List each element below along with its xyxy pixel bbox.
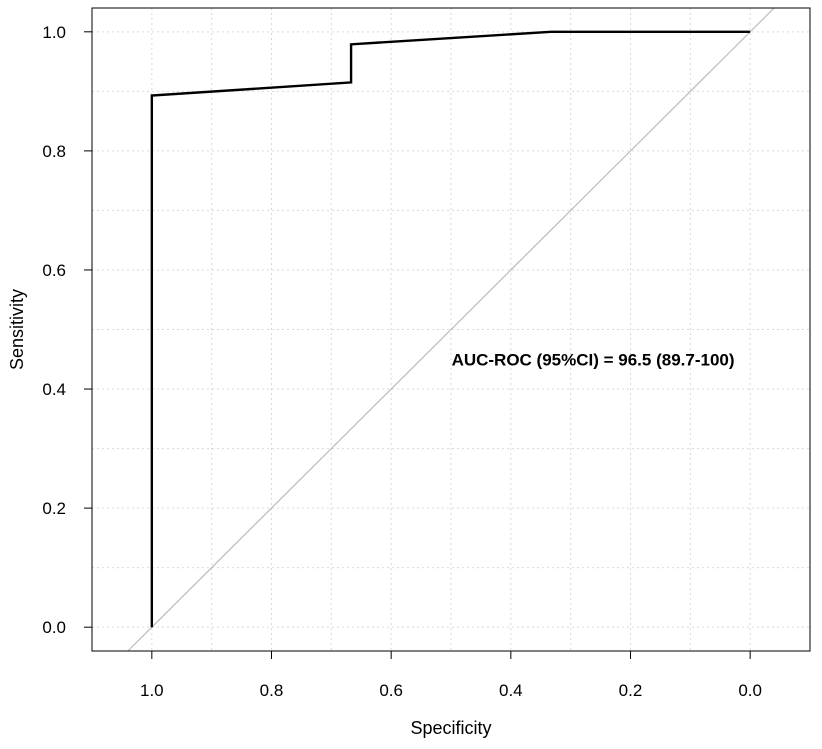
grid [92,8,810,651]
auc-annotation: AUC-ROC (95%CI) = 96.5 (89.7-100) [452,350,735,369]
x-tick-label: 0.8 [260,681,284,700]
y-tick-label: 0.6 [42,261,66,280]
y-tick-label: 0.4 [42,380,66,399]
y-tick-label: 1.0 [42,23,66,42]
y-tick-label: 0.0 [42,618,66,637]
x-tick-label: 1.0 [140,681,164,700]
y-axis: 0.0 0.2 0.4 0.6 0.8 1.0 [42,23,92,637]
y-tick-label: 0.2 [42,499,66,518]
x-tick-label: 0.0 [738,681,762,700]
roc-curve-series-line [150,30,751,628]
x-tick-label: 0.6 [379,681,403,700]
x-tick-label: 0.2 [619,681,643,700]
y-axis-title: Sensitivity [7,289,27,370]
y-tick-label: 0.8 [42,142,66,161]
x-axis-title: Specificity [410,718,491,738]
x-tick-label: 0.4 [499,681,523,700]
reference-diagonal-line [127,7,775,652]
plot-frame [91,7,811,652]
x-axis: 1.0 0.8 0.6 0.4 0.2 0.0 [140,651,762,700]
